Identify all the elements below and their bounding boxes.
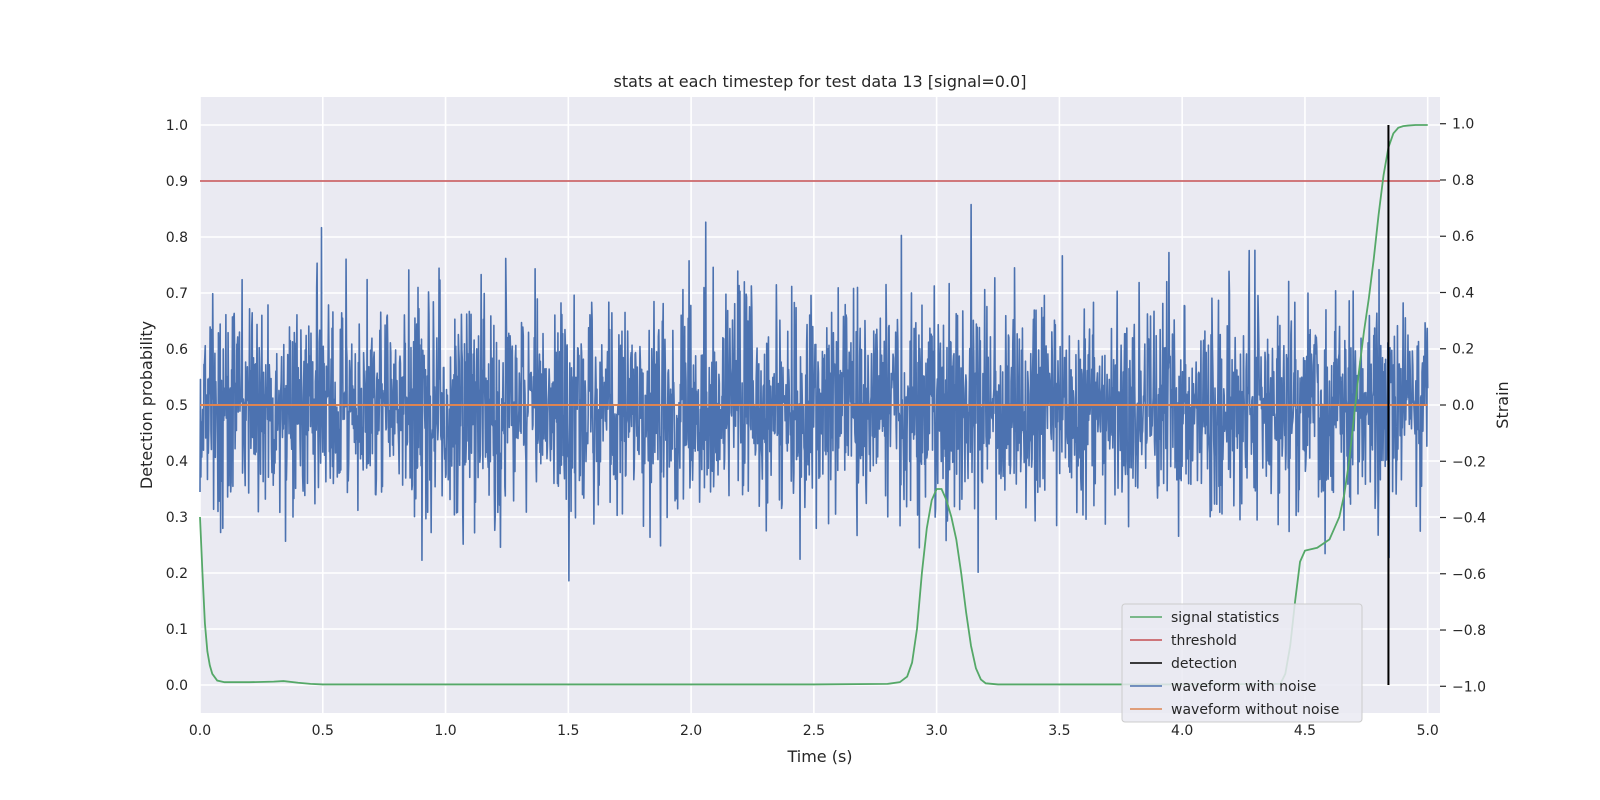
x-tick-label: 4.0 [1171,723,1193,739]
y-right-tick-label: 0.2 [1452,342,1474,358]
legend-label-waveform-without-noise: waveform without noise [1171,702,1339,718]
x-tick-label: 1.5 [557,723,579,739]
y-right-tick-label: 0.8 [1452,173,1474,189]
axes-layer: 0.0 0.5 1.0 1.5 2.0 2.5 3.0 3.5 4.0 4.5 5.0 0.0 0.1 0… [166,117,1486,739]
y-axis-label: Detection probability [137,321,156,489]
y-tick-label: 0.0 [166,678,188,694]
series-signal-statistics [199,124,1428,686]
y-tick-label: 0.3 [166,510,188,526]
x-tick-label: 5.0 [1417,723,1439,739]
y-tick-label: 0.8 [166,230,188,246]
y-right-tick-label: −0.4 [1452,511,1486,527]
legend-label-signal-statistics: signal statistics [1171,610,1279,626]
x-axis-label: Time (s) [786,747,852,766]
y-right-tick-label: 0.6 [1452,229,1474,245]
y-right-tick-label: 0.0 [1452,398,1474,414]
x-tick-label: 2.0 [680,723,702,739]
y-right-tick-label: −0.8 [1452,623,1486,639]
y-right-tick-label: 1.0 [1452,117,1474,133]
y-tick-label: 0.6 [166,342,188,358]
y-right-axis-label: Strain [1493,381,1512,428]
x-tick-label: 3.5 [1048,723,1070,739]
series-layer [199,124,1440,686]
y-right-tick-label: −0.6 [1452,567,1486,583]
y-tick-label: 0.9 [166,174,188,190]
y-tick-label: 1.0 [166,118,188,134]
y-tick-label: 0.2 [166,566,188,582]
x-tick-label: 4.5 [1294,723,1316,739]
x-tick-label: 3.0 [926,723,948,739]
legend: signal statistics threshold detection wa… [1121,603,1363,723]
chart-title: stats at each timestep for test data 13 … [614,72,1027,91]
y-right-tick-label: −1.0 [1452,679,1486,695]
y-tick-label: 0.7 [166,286,188,302]
y-right-tick-label: 0.4 [1452,285,1474,301]
legend-label-detection: detection [1171,656,1237,672]
y-tick-label: 0.4 [166,454,188,470]
x-tick-label: 1.0 [434,723,456,739]
series-waveform-with-noise [199,203,1429,582]
y-tick-label: 0.1 [166,622,188,638]
legend-box [1121,603,1363,723]
x-tick-label: 0.5 [312,723,334,739]
y-tick-label: 0.5 [166,398,188,414]
x-tick-label: 0.0 [189,723,211,739]
legend-label-threshold: threshold [1171,633,1237,649]
x-tick-label: 2.5 [803,723,825,739]
legend-label-waveform-with-noise: waveform with noise [1171,679,1316,695]
y-right-tick-label: −0.2 [1452,454,1486,470]
